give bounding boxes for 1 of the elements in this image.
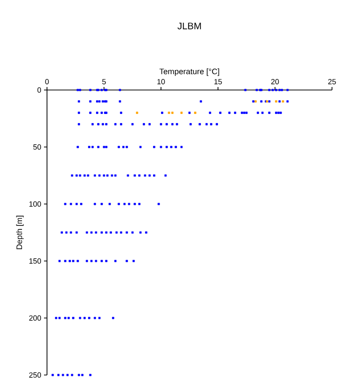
chart-title: JLBM: [178, 22, 201, 30]
